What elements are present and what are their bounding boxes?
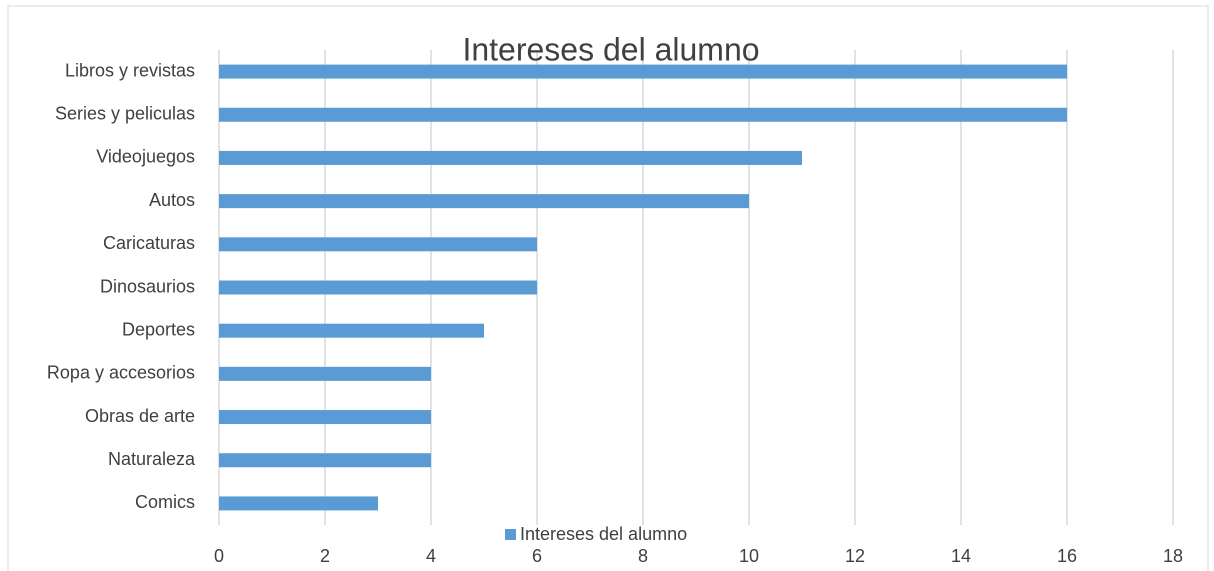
bar bbox=[219, 453, 431, 468]
y-tick-label: Dinosaurios bbox=[100, 276, 195, 296]
bar bbox=[219, 410, 431, 425]
x-tick-label: 8 bbox=[638, 546, 648, 566]
y-tick-label: Deportes bbox=[122, 319, 195, 339]
y-tick-label: Autos bbox=[149, 190, 195, 210]
y-tick-label: Obras de arte bbox=[85, 406, 195, 426]
x-tick-label: 12 bbox=[845, 546, 865, 566]
x-tick-label: 2 bbox=[320, 546, 330, 566]
x-tick-label: 6 bbox=[532, 546, 542, 566]
y-tick-label: Comics bbox=[135, 492, 195, 512]
x-tick-label: 16 bbox=[1057, 546, 1077, 566]
bar bbox=[219, 194, 749, 209]
chart-frame bbox=[7, 5, 1209, 571]
marks bbox=[219, 64, 1067, 511]
y-tick-label: Naturaleza bbox=[108, 449, 196, 469]
y-tick-label: Videojuegos bbox=[96, 147, 195, 167]
x-tick-label: 4 bbox=[426, 546, 436, 566]
x-tick-label: 10 bbox=[739, 546, 759, 566]
y-tick-label: Caricaturas bbox=[103, 233, 195, 253]
bar bbox=[219, 107, 1067, 122]
x-tick-label: 14 bbox=[951, 546, 971, 566]
x-tick-label: 0 bbox=[214, 546, 224, 566]
y-tick-label: Series y peliculas bbox=[55, 104, 195, 124]
x-tick-label: 18 bbox=[1163, 546, 1183, 566]
bar bbox=[219, 496, 378, 511]
chart-title: Intereses del alumno bbox=[462, 31, 759, 67]
bar bbox=[219, 366, 431, 381]
bar bbox=[219, 323, 484, 338]
bar bbox=[219, 64, 1067, 79]
bar bbox=[219, 237, 537, 252]
bar bbox=[219, 280, 537, 295]
y-tick-label: Ropa y accesorios bbox=[47, 363, 195, 383]
y-tick-label: Libros y revistas bbox=[65, 60, 195, 80]
bar bbox=[219, 150, 802, 165]
legend-swatch bbox=[505, 529, 516, 540]
legend-label: Intereses del alumno bbox=[520, 524, 687, 544]
